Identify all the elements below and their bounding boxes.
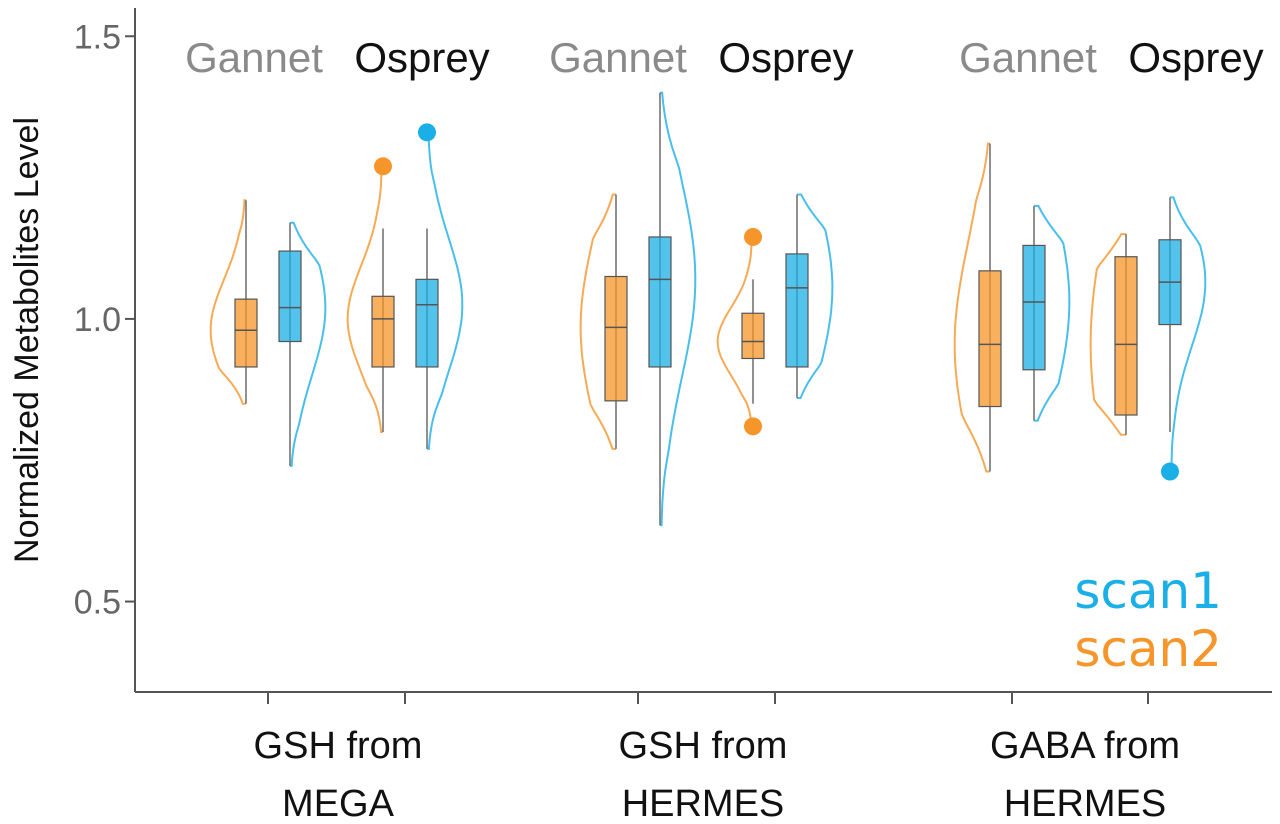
scan2-osprey-violin	[1089, 233, 1127, 436]
scan2-gannet-group	[579, 193, 628, 450]
scan2-gannet-box	[978, 270, 1002, 408]
scan2-gannet-group	[209, 199, 258, 405]
scan2-osprey-box	[1114, 256, 1138, 416]
scan2-gannet-violin	[953, 142, 991, 473]
scan2-osprey-group	[1089, 233, 1138, 436]
tool-label-gannet: Gannet	[549, 34, 687, 81]
scan1-osprey-box	[415, 278, 439, 368]
legend-scan2: scan2	[1074, 620, 1222, 678]
tool-label-gannet: Gannet	[959, 34, 1097, 81]
x-category-label-line1: GSH from	[254, 725, 423, 767]
scan2-gannet-violin	[209, 199, 247, 405]
tool-label-osprey: Osprey	[1128, 34, 1263, 81]
scan2-osprey-violin	[716, 235, 754, 428]
scan2-osprey-box	[741, 312, 765, 360]
scan1-gannet-violin	[659, 91, 697, 527]
y-tick-label: 1.5	[74, 18, 121, 56]
scan1-gannet-box	[648, 236, 672, 368]
scan1-osprey-violin	[796, 193, 834, 400]
scan1-gannet-box	[278, 250, 302, 343]
scan1-gannet-group	[278, 221, 327, 467]
y-tick-label: 1.0	[74, 301, 121, 339]
scan2-osprey-violin	[346, 165, 384, 434]
x-category-label-line2: MEGA	[282, 783, 395, 824]
scan1-gannet-group	[648, 91, 697, 527]
scan1-gannet-group	[1022, 204, 1071, 422]
scan1-osprey-outlier-point	[418, 123, 436, 142]
x-category-label-line2: HERMES	[1004, 783, 1167, 824]
x-category-label-line2: HERMES	[622, 783, 785, 824]
scan2-gannet-box	[234, 298, 258, 368]
scan1-osprey-violin	[426, 131, 464, 450]
x-category-label-line1: GSH from	[619, 725, 788, 767]
tool-label-gannet: Gannet	[185, 34, 323, 81]
scan2-osprey-box	[371, 295, 395, 368]
scan1-osprey-violin	[1169, 196, 1207, 473]
scan2-osprey-outlier-point	[744, 417, 762, 436]
scan2-osprey-group	[716, 227, 765, 436]
scan1-osprey-box	[785, 253, 809, 368]
scan1-osprey-outlier-point	[1161, 462, 1179, 481]
scan2-osprey-group	[346, 157, 395, 434]
scan1-gannet-violin	[1033, 204, 1071, 422]
scan1-gannet-box	[1022, 244, 1046, 371]
scan1-osprey-group	[785, 193, 834, 400]
scan1-osprey-group	[415, 123, 464, 450]
scan2-osprey-outlier-point	[374, 157, 392, 176]
scan2-osprey-outlier-point	[744, 227, 762, 246]
scan2-gannet-box	[604, 275, 628, 402]
y-tick-label: 0.5	[74, 584, 121, 622]
scan2-gannet-violin	[579, 193, 617, 450]
scan1-gannet-violin	[289, 221, 327, 467]
scan1-osprey-group	[1158, 196, 1207, 481]
legend-scan1: scan1	[1074, 562, 1222, 620]
tool-label-osprey: Osprey	[718, 34, 853, 81]
tool-label-osprey: Osprey	[354, 34, 489, 81]
x-category-label-line1: GABA from	[990, 725, 1180, 767]
scan2-gannet-group	[953, 142, 1002, 473]
y-axis-label: Normalized Metabolites Level	[8, 117, 46, 563]
